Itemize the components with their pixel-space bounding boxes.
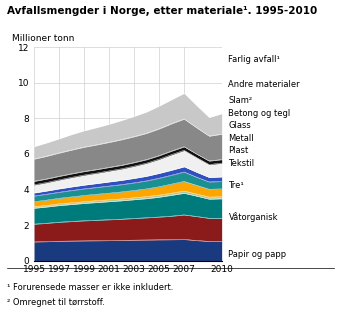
Text: Våtorganisk: Våtorganisk bbox=[228, 212, 278, 222]
Text: Tre¹: Tre¹ bbox=[228, 181, 244, 190]
Text: Plast: Plast bbox=[228, 146, 249, 155]
Text: Millioner tonn: Millioner tonn bbox=[12, 34, 74, 43]
Text: ¹ Forurensede masser er ikke inkludert.: ¹ Forurensede masser er ikke inkludert. bbox=[7, 283, 173, 292]
Text: ² Omregnet til tørrstoff.: ² Omregnet til tørrstoff. bbox=[7, 298, 105, 307]
Text: Metall: Metall bbox=[228, 134, 254, 143]
Text: Farlig avfall¹: Farlig avfall¹ bbox=[228, 55, 280, 64]
Text: Papir og papp: Papir og papp bbox=[228, 250, 286, 259]
Text: Avfallsmengder i Norge, etter materiale¹. 1995-2010: Avfallsmengder i Norge, etter materiale¹… bbox=[7, 6, 317, 16]
Text: Tekstil: Tekstil bbox=[228, 159, 255, 168]
Text: Andre materialer: Andre materialer bbox=[228, 80, 300, 89]
Text: Slam²: Slam² bbox=[228, 96, 253, 105]
Text: Glass: Glass bbox=[228, 121, 251, 130]
Text: Betong og tegl: Betong og tegl bbox=[228, 109, 291, 117]
